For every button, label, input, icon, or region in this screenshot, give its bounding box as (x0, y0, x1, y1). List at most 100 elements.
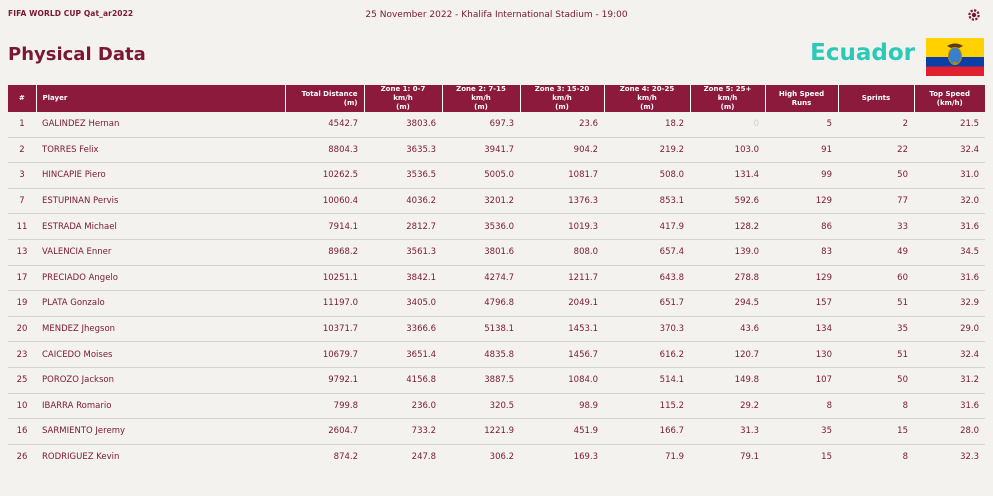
player-name: GALINDEZ Hernan (36, 112, 285, 138)
total-distance: 8804.3 (285, 137, 364, 164)
table-row: 1 GALINDEZ Hernan 4542.7 3803.6 697.3 23.6 18.… (8, 112, 985, 138)
high-speed-runs: 130 (765, 341, 838, 368)
zone1-distance: 3405.0 (364, 290, 442, 317)
zone1-distance: 3803.6 (364, 112, 442, 138)
zone1-distance: 3651.4 (364, 341, 442, 368)
table-row: 23 CAICEDO Moises 10679.7 3651.4 4835.8 1456.… (8, 341, 985, 368)
ecuador-flag-icon (926, 38, 984, 76)
zone2-distance: 5138.1 (442, 316, 520, 343)
table-row: 20 MENDEZ Jhegson 10371.7 3366.6 5138.1 1453.… (8, 316, 985, 343)
zone1-distance: 236.0 (364, 393, 442, 420)
player-name: PRECIADO Angelo (36, 265, 285, 292)
tournament-logo: FIFA WORLD CUP Qat_ar2022 (8, 9, 134, 18)
total-distance: 10251.1 (285, 265, 364, 292)
top-speed: 31.2 (914, 367, 985, 394)
shirt-number: 7 (8, 188, 36, 215)
zone3-distance: 904.2 (520, 137, 604, 164)
player-name: POROZO Jackson (36, 367, 285, 394)
sprints: 50 (838, 367, 914, 394)
column-header: Player (36, 85, 286, 112)
zone2-distance: 4835.8 (442, 341, 520, 368)
top-speed: 32.3 (960, 452, 979, 463)
column-header-label: Zone 2: 7-15 km/h (456, 85, 506, 102)
zone4-distance: 657.4 (604, 239, 690, 266)
zone5-distance: 139.0 (690, 239, 765, 266)
zone4-distance: 508.0 (604, 162, 690, 189)
zone4-distance: 115.2 (604, 393, 690, 420)
shirt-number: 26 (16, 452, 28, 463)
table-row: 25 POROZO Jackson 9792.1 4156.8 3887.5 1084.0… (8, 367, 985, 394)
sprints: 77 (838, 188, 914, 215)
gear-icon[interactable] (967, 8, 981, 22)
table-row: 26 RODRIGUEZ Kevin 874.2 247.8 306.2 169.3 71.… (8, 444, 985, 469)
high-speed-runs: 134 (765, 316, 838, 343)
column-header: Zone 5: 25+ km/h (m) (690, 85, 766, 112)
shirt-number: 13 (8, 239, 36, 266)
top-speed: 31.6 (914, 393, 985, 420)
table-row: 13 VALENCIA Enner 8968.2 3561.3 3801.6 808.0 6… (8, 239, 985, 266)
zone1-distance: 3561.3 (364, 239, 442, 266)
sprints: 8 (902, 452, 908, 463)
high-speed-runs: 129 (765, 265, 838, 292)
zone3-distance: 2049.1 (520, 290, 604, 317)
zone2-distance: 4274.7 (442, 265, 520, 292)
player-name: VALENCIA Enner (36, 239, 285, 266)
shirt-number: 3 (8, 162, 36, 189)
column-header-unit: (m) (474, 103, 488, 111)
top-speed: 31.6 (914, 265, 985, 292)
player-name: RODRIGUEZ Kevin (42, 452, 120, 463)
zone5-distance: 79.1 (740, 452, 759, 463)
total-distance: 799.8 (285, 393, 364, 420)
zone5-distance: 128.2 (690, 213, 765, 240)
zone1-distance: 4156.8 (364, 367, 442, 394)
zone2-distance: 5005.0 (442, 162, 520, 189)
total-distance: 8968.2 (285, 239, 364, 266)
total-distance: 10371.7 (285, 316, 364, 343)
column-header-label: Player (42, 94, 68, 102)
zone1-distance: 4036.2 (364, 188, 442, 215)
top-speed: 31.6 (914, 213, 985, 240)
match-info: 25 November 2022 - Khalifa International… (365, 10, 628, 20)
high-speed-runs: 107 (765, 367, 838, 394)
table-header-row: # Player Total Distance (m) Zone 1: 0-7 km/h… (8, 85, 985, 112)
total-distance: 10262.5 (285, 162, 364, 189)
zone3-distance: 451.9 (520, 418, 604, 445)
column-header-label: # (18, 94, 25, 102)
zone3-distance: 808.0 (520, 239, 604, 266)
zone3-distance: 1376.3 (520, 188, 604, 215)
zone3-distance: 23.6 (520, 112, 604, 138)
total-distance: 10679.7 (285, 341, 364, 368)
shirt-number: 11 (8, 213, 36, 240)
zone4-distance: 370.3 (604, 316, 690, 343)
zone2-distance: 3887.5 (442, 367, 520, 394)
column-header: High Speed Runs (765, 85, 839, 112)
sprints: 60 (838, 265, 914, 292)
sprints: 2 (838, 112, 914, 138)
zone4-distance: 71.9 (665, 452, 684, 463)
column-header-unit: (km/h) (936, 98, 963, 107)
zone4-distance: 616.2 (604, 341, 690, 368)
high-speed-runs: 8 (765, 393, 838, 420)
column-header-label: Zone 5: 25+ km/h (703, 85, 752, 102)
zone3-distance: 1453.1 (520, 316, 604, 343)
zone1-distance: 247.8 (411, 452, 436, 463)
zone2-distance: 3941.7 (442, 137, 520, 164)
zone3-distance: 1019.3 (520, 213, 604, 240)
zone3-distance: 98.9 (520, 393, 604, 420)
physical-data-table: # Player Total Distance (m) Zone 1: 0-7 km/h… (8, 85, 985, 469)
sprints: 22 (838, 137, 914, 164)
zone4-distance: 651.7 (604, 290, 690, 317)
sprints: 33 (838, 213, 914, 240)
zone2-distance: 320.5 (442, 393, 520, 420)
table-row: 19 PLATA Gonzalo 11197.0 3405.0 4796.8 2049.1… (8, 290, 985, 317)
zone2-distance: 3536.0 (442, 213, 520, 240)
shirt-number: 10 (8, 393, 36, 420)
zone2-distance: 3201.2 (442, 188, 520, 215)
zone4-distance: 18.2 (604, 112, 690, 138)
column-header: Zone 1: 0-7 km/h (m) (364, 85, 443, 112)
zone4-distance: 643.8 (604, 265, 690, 292)
player-name: IBARRA Romario (36, 393, 285, 420)
shirt-number: 20 (8, 316, 36, 343)
zone1-distance: 2812.7 (364, 213, 442, 240)
